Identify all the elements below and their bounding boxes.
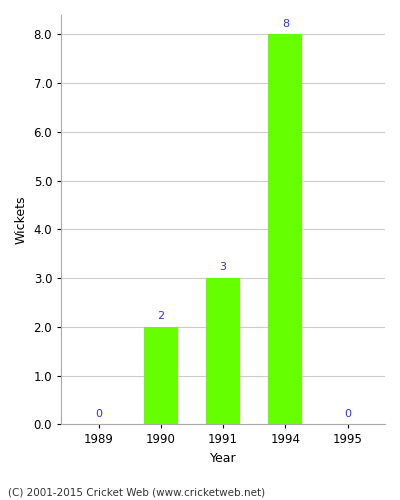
Y-axis label: Wickets: Wickets — [15, 196, 28, 244]
Text: 0: 0 — [95, 408, 102, 418]
Text: 0: 0 — [344, 408, 351, 418]
Bar — [206, 278, 240, 424]
Bar — [268, 34, 302, 424]
Text: (C) 2001-2015 Cricket Web (www.cricketweb.net): (C) 2001-2015 Cricket Web (www.cricketwe… — [8, 488, 265, 498]
Text: 8: 8 — [282, 18, 289, 28]
X-axis label: Year: Year — [210, 452, 236, 465]
Text: 2: 2 — [157, 311, 164, 321]
Text: 3: 3 — [220, 262, 227, 272]
Bar — [144, 327, 178, 424]
